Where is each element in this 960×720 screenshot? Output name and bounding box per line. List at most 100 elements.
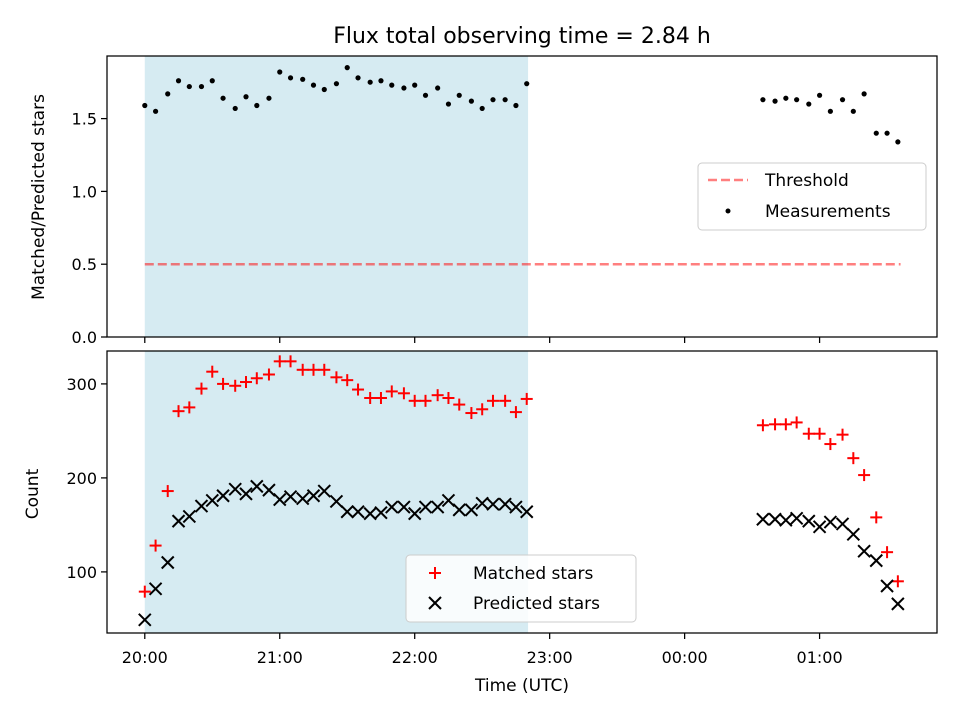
predicted-star-point (823, 515, 838, 529)
xtick-label: 22:00 (392, 648, 438, 667)
legend-measurements-swatch (725, 208, 731, 214)
predicted-star-point (194, 499, 209, 513)
measurement-point (277, 69, 283, 75)
predicted-star-point (171, 514, 186, 528)
matched-star-point (296, 363, 309, 376)
predicted-star-point (397, 500, 411, 514)
top-x-ticks (144, 337, 821, 343)
measurement-point (468, 98, 474, 104)
predicted-star-point (846, 527, 861, 542)
predicted-star-point (418, 500, 433, 514)
legend-matched-label: Matched stars (473, 564, 593, 584)
measurement-point (243, 94, 249, 100)
matched-star-point (385, 385, 398, 398)
matched-star-point (262, 368, 275, 381)
predicted-star-point (351, 505, 365, 519)
predicted-star-point (430, 500, 445, 514)
measurement-point (198, 83, 205, 90)
bottom-points (138, 355, 905, 627)
measurement-point (321, 86, 327, 93)
measurement-point (300, 76, 306, 82)
bottom-x-ticks: 20:00 21:00 22:00 23:00 00:00 01:00 (122, 633, 843, 667)
predicted-star-point (329, 494, 344, 509)
panel-top: 0.0 0.5 1.0 1.5 Matched/Predicted stars Thr… (29, 55, 938, 347)
matched-star-point (397, 387, 410, 400)
matched-star-point (870, 511, 883, 524)
panel-bottom: 100 200 300 20:00 21:00 22:00 23:00 00:00 01:00… (23, 350, 938, 696)
predicted-star-point (756, 512, 770, 526)
measurement-point (806, 101, 812, 107)
measurement-point (220, 95, 226, 101)
matched-star-point (284, 355, 297, 368)
measurement-point (142, 102, 148, 109)
matched-star-point (453, 398, 466, 411)
matched-star-point (183, 401, 196, 414)
predicted-star-point (262, 483, 276, 497)
bottom-legend-frame (405, 554, 637, 623)
top-legend: Threshold Measurements (697, 162, 927, 231)
predicted-star-point (408, 506, 422, 521)
top-y-ticks: 0.0 0.5 1.0 1.5 (72, 110, 107, 347)
predicted-star-point (306, 489, 321, 503)
matched-star-point (408, 394, 421, 407)
chart-title: Flux total observing time = 2.84 h (333, 24, 711, 49)
bottom-ytick-label: 200 (66, 469, 97, 488)
measurement-point (513, 102, 519, 109)
measurement-point (524, 81, 530, 87)
matched-star-point (138, 585, 151, 598)
measurement-point (839, 97, 846, 103)
matched-star-point (330, 371, 343, 384)
measurement-point (344, 65, 350, 71)
matched-star-point (307, 363, 320, 376)
matched-star-point (813, 427, 826, 440)
measurement-point (772, 98, 778, 104)
predicted-star-point (273, 492, 287, 507)
matched-star-point (442, 392, 455, 404)
predicted-star-point (509, 500, 523, 514)
bottom-legend: Matched stars Predicted stars (405, 554, 637, 623)
matched-star-point (769, 418, 782, 431)
measurement-point (232, 105, 238, 112)
measurement-point (254, 102, 260, 109)
predicted-star-point (295, 491, 310, 506)
measurement-point (895, 139, 901, 145)
measurement-point (827, 108, 833, 114)
predicted-star-point (857, 544, 871, 558)
matched-star-point (824, 438, 837, 451)
top-measurement-points (142, 65, 901, 145)
matched-star-point (364, 392, 377, 404)
measurement-point (873, 130, 879, 136)
measurement-point (367, 79, 373, 85)
measurement-point (175, 78, 182, 84)
measurement-point (266, 95, 272, 101)
top-legend-frame (697, 162, 927, 231)
predicted-star-point (216, 489, 230, 503)
predicted-star-point (452, 503, 466, 517)
measurement-point (760, 97, 766, 103)
measurement-point (186, 83, 192, 90)
xtick-label: 01:00 (797, 648, 843, 667)
predicted-star-point (464, 503, 479, 517)
matched-star-point (161, 485, 174, 498)
measurement-point (490, 97, 496, 103)
predicted-star-point (138, 613, 152, 627)
matched-star-point (891, 575, 904, 588)
predicted-star-point (205, 493, 219, 508)
bottom-axes-frame (106, 350, 938, 634)
predicted-star-point (498, 497, 512, 511)
measurement-point (389, 82, 395, 88)
predicted-star-point (374, 505, 388, 520)
x-axis-label: Time (UTC) (474, 676, 569, 696)
predicted-star-point (486, 497, 500, 511)
measurement-point (456, 92, 462, 98)
predicted-star-point (441, 493, 456, 508)
measurement-point (355, 75, 361, 81)
measurement-point (333, 81, 340, 87)
measurement-point (816, 92, 823, 98)
matched-star-point (374, 392, 387, 404)
measurement-point (165, 91, 171, 97)
matched-star-point (486, 394, 499, 407)
legend-predicted-swatch (428, 596, 442, 610)
bottom-ytick-label: 100 (66, 563, 97, 582)
matched-star-point (476, 403, 489, 416)
